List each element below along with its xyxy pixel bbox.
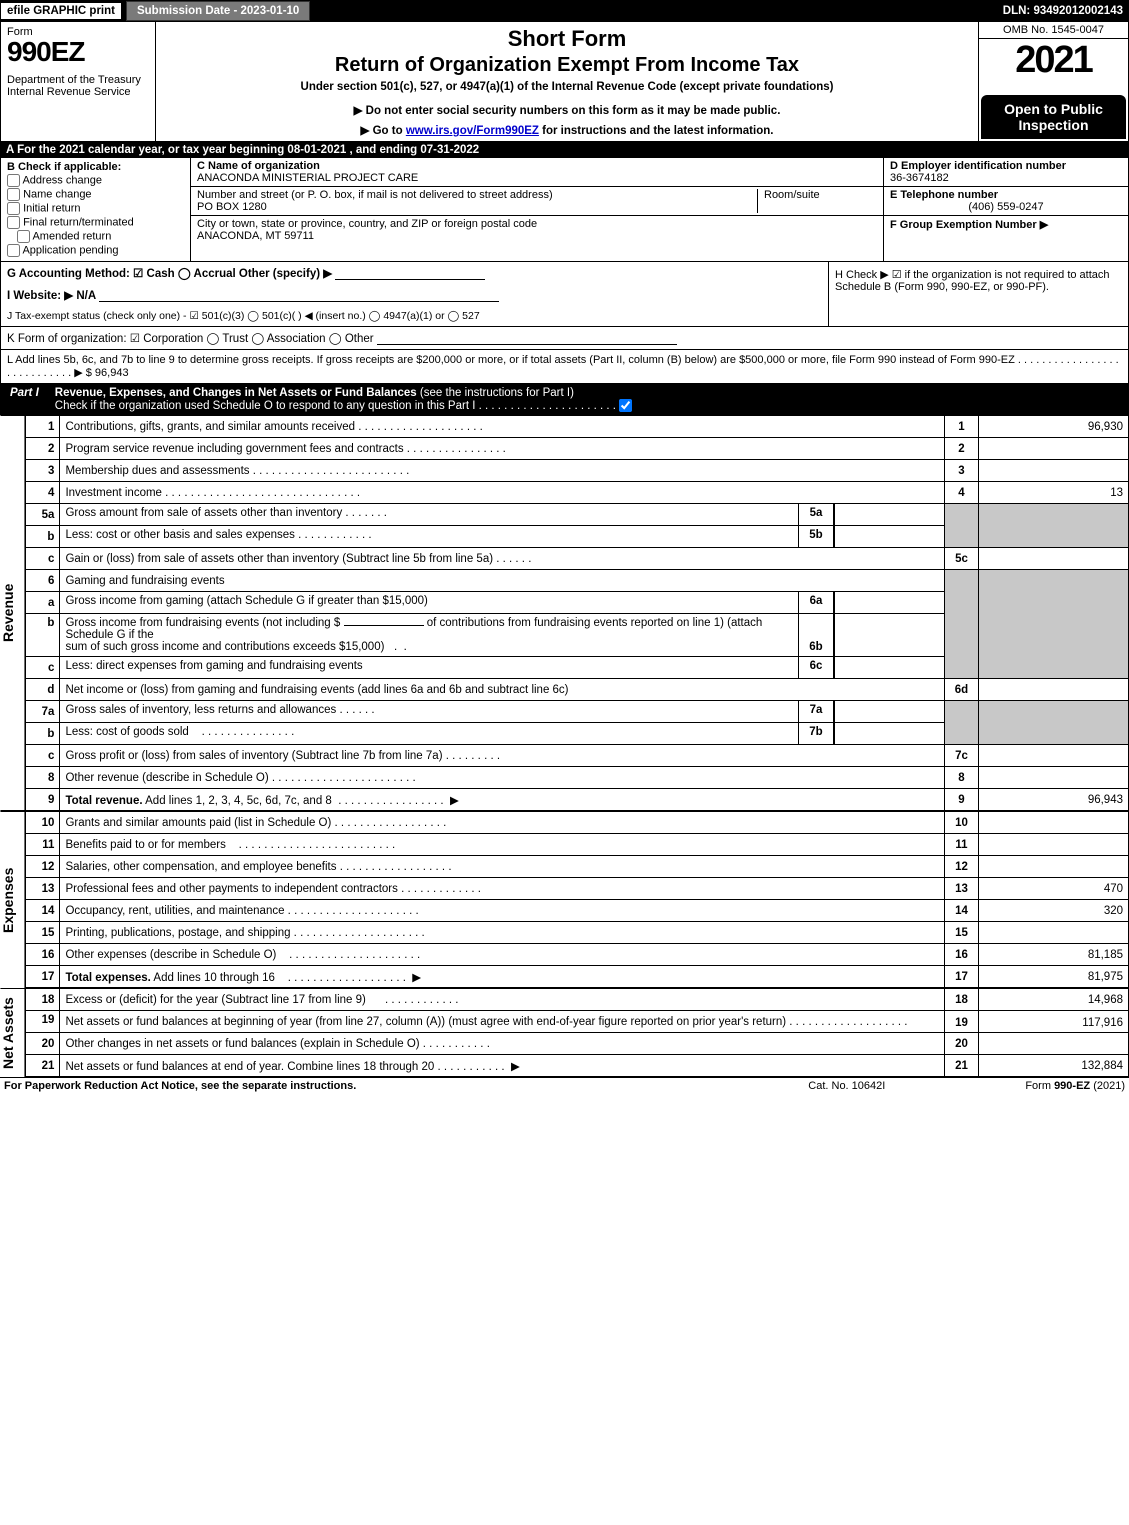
revenue-label: Revenue: [0, 415, 25, 811]
chk-final-return[interactable]: Final return/terminated: [7, 216, 184, 229]
street-label: Number and street (or P. O. box, if mail…: [197, 189, 553, 201]
footer-notice: For Paperwork Reduction Act Notice, see …: [4, 1080, 356, 1092]
line-i: I Website: ▶ N/A: [1, 284, 828, 306]
irs-link[interactable]: www.irs.gov/Form990EZ: [406, 125, 539, 137]
goto-post: for instructions and the latest informat…: [539, 125, 774, 137]
footer-formver: Form 990-EZ (2021): [1025, 1080, 1125, 1092]
omb-number: OMB No. 1545-0047: [979, 22, 1128, 39]
note-ssn: ▶ Do not enter social security numbers o…: [164, 103, 970, 117]
b-label: B Check if applicable:: [7, 161, 184, 173]
top-bar: efile GRAPHIC print Submission Date - 20…: [0, 0, 1129, 22]
chk-amended[interactable]: Amended return: [7, 230, 184, 243]
footer-catno: Cat. No. 10642I: [808, 1080, 885, 1092]
expenses-section: Expenses 10Grants and similar amounts pa…: [0, 811, 1129, 988]
form-number: 990EZ: [7, 36, 149, 68]
room-label: Room/suite: [764, 189, 820, 201]
part1-check: Check if the organization used Schedule …: [55, 400, 632, 412]
section-b-through-f: B Check if applicable: Address change Na…: [0, 158, 1129, 262]
tax-year: 2021: [979, 39, 1128, 95]
city-value: ANACONDA, MT 59711: [197, 230, 314, 242]
netassets-section: Net Assets 18Excess or (deficit) for the…: [0, 988, 1129, 1077]
f-cell: F Group Exemption Number ▶: [884, 216, 1128, 261]
part1-heading: Revenue, Expenses, and Changes in Net As…: [49, 384, 638, 415]
ein-value: 36-3674182: [890, 172, 949, 184]
schedule-o-checkbox[interactable]: [619, 399, 632, 412]
part1-header: Part I Revenue, Expenses, and Changes in…: [0, 384, 1129, 415]
chk-app-pending[interactable]: Application pending: [7, 244, 184, 257]
chk-name-change[interactable]: Name change: [7, 188, 184, 201]
efile-badge[interactable]: efile GRAPHIC print: [0, 2, 122, 20]
chk-address-change[interactable]: Address change: [7, 174, 184, 187]
e-cell: E Telephone number (406) 559-0247: [884, 187, 1128, 216]
d-cell: D Employer identification number 36-3674…: [884, 158, 1128, 187]
form-header: Form 990EZ Department of the Treasury In…: [0, 22, 1129, 142]
header-right: OMB No. 1545-0047 2021 Open to Public In…: [978, 22, 1128, 141]
org-name: ANACONDA MINISTERIAL PROJECT CARE: [197, 172, 418, 184]
line-j: J Tax-exempt status (check only one) - ☑…: [1, 306, 828, 326]
netassets-table: 18Excess or (deficit) for the year (Subt…: [25, 988, 1129, 1077]
street-value: PO BOX 1280: [197, 201, 267, 213]
phone-value: (406) 559-0247: [890, 201, 1122, 213]
open-to-public: Open to Public Inspection: [981, 95, 1126, 139]
d-label: D Employer identification number: [890, 160, 1066, 172]
line1-text: Contributions, gifts, grants, and simila…: [60, 416, 945, 438]
c-city-cell: City or town, state or province, country…: [191, 216, 883, 244]
goto-pre: ▶ Go to: [361, 125, 406, 137]
c-street-cell: Number and street (or P. O. box, if mail…: [191, 187, 883, 216]
header-left: Form 990EZ Department of the Treasury In…: [1, 22, 156, 141]
c-label: C Name of organization: [197, 160, 320, 172]
col-c: C Name of organization ANACONDA MINISTER…: [191, 158, 883, 261]
line-k: K Form of organization: ☑ Corporation ◯ …: [1, 326, 1128, 349]
expenses-label: Expenses: [0, 811, 25, 988]
revenue-table: 1Contributions, gifts, grants, and simil…: [25, 415, 1129, 811]
c-name-cell: C Name of organization ANACONDA MINISTER…: [191, 158, 883, 187]
line-g: G Accounting Method: ☑ Cash ◯ Accrual Ot…: [1, 262, 828, 284]
col-b: B Check if applicable: Address change Na…: [1, 158, 191, 261]
revenue-section: Revenue 1Contributions, gifts, grants, a…: [0, 415, 1129, 811]
under-section: Under section 501(c), 527, or 4947(a)(1)…: [164, 81, 970, 93]
ln-1: 1: [26, 416, 60, 438]
line-a: A For the 2021 calendar year, or tax yea…: [0, 142, 1129, 158]
city-label: City or town, state or province, country…: [197, 218, 537, 230]
section-g-through-l: G Accounting Method: ☑ Cash ◯ Accrual Ot…: [0, 262, 1129, 384]
title-return: Return of Organization Exempt From Incom…: [164, 54, 970, 77]
e-label: E Telephone number: [890, 189, 998, 201]
line-l: L Add lines 5b, 6c, and 7b to line 9 to …: [1, 349, 1128, 383]
department-label: Department of the Treasury Internal Reve…: [7, 74, 149, 98]
f-label: F Group Exemption Number ▶: [890, 219, 1048, 231]
netassets-label: Net Assets: [0, 988, 25, 1077]
line1-amt: 96,930: [979, 416, 1129, 438]
dln-label: DLN: 93492012002143: [1003, 5, 1129, 17]
note-goto: ▶ Go to www.irs.gov/Form990EZ for instru…: [164, 123, 970, 137]
chk-initial-return[interactable]: Initial return: [7, 202, 184, 215]
line-h: H Check ▶ ☑ if the organization is not r…: [828, 262, 1128, 326]
col-def: D Employer identification number 36-3674…: [883, 158, 1128, 261]
part1-label: Part I: [0, 384, 49, 415]
submission-date-badge: Submission Date - 2023-01-10: [126, 1, 310, 21]
title-short-form: Short Form: [164, 26, 970, 52]
expenses-table: 10Grants and similar amounts paid (list …: [25, 811, 1129, 988]
page-footer: For Paperwork Reduction Act Notice, see …: [0, 1077, 1129, 1094]
header-mid: Short Form Return of Organization Exempt…: [156, 22, 978, 141]
